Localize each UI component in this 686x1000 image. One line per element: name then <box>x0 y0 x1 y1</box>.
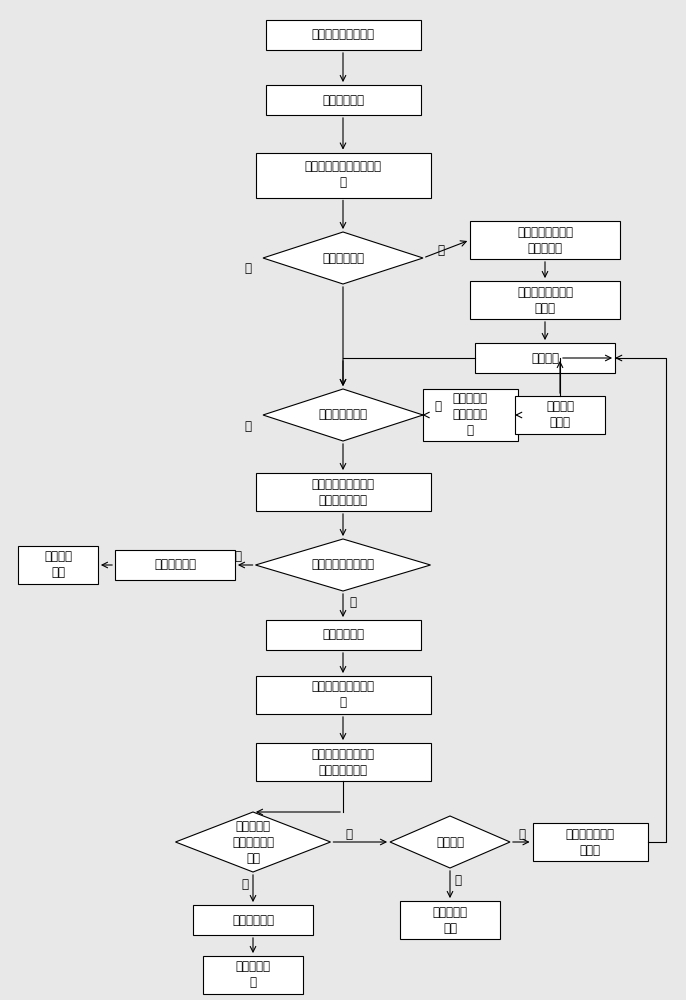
Text: 否: 否 <box>455 874 462 886</box>
Bar <box>515 396 605 434</box>
Bar <box>115 550 235 580</box>
Text: 发出进场警
告: 发出进场警 告 <box>235 960 270 990</box>
Text: 获取劳务计划: 获取劳务计划 <box>322 94 364 106</box>
Text: 停车场异常事件处理: 停车场异常事件处理 <box>311 28 375 41</box>
Bar <box>475 343 615 373</box>
Bar <box>203 956 303 994</box>
Bar <box>193 905 313 935</box>
Polygon shape <box>390 816 510 868</box>
Text: 司机出勤异常: 司机出勤异常 <box>322 251 364 264</box>
Text: 车辆出场前故障: 车辆出场前故障 <box>318 408 368 422</box>
Text: 影响调度的调整出
场策略: 影响调度的调整出 场策略 <box>517 286 573 314</box>
Text: 否: 否 <box>244 261 252 274</box>
Bar <box>532 823 648 861</box>
Text: 车辆加入运营: 车辆加入运营 <box>322 629 364 642</box>
Bar <box>255 152 431 198</box>
Text: 是: 是 <box>434 400 442 414</box>
Text: 发出出场
警告: 发出出场 警告 <box>44 550 72 580</box>
Bar <box>255 473 431 511</box>
Text: 车辆按服务计划出场: 车辆按服务计划出场 <box>311 558 375 572</box>
Polygon shape <box>255 539 431 591</box>
Text: 否: 否 <box>234 550 241 564</box>
Text: 车辆进入停车场
维修站: 车辆进入停车场 维修站 <box>565 828 615 856</box>
Text: 车辆运营中故障或收
班: 车辆运营中故障或收 班 <box>311 680 375 710</box>
Text: 是: 是 <box>349 596 357 609</box>
Text: 通过位置终端位置信
息判断车辆出场: 通过位置终端位置信 息判断车辆出场 <box>311 478 375 506</box>
Text: 是: 是 <box>438 243 445 256</box>
Text: 是: 是 <box>519 828 525 840</box>
Bar <box>265 85 421 115</box>
Text: 抵车调度: 抵车调度 <box>531 352 559 364</box>
Bar <box>470 281 620 319</box>
Text: 车辆出场异常: 车辆出场异常 <box>154 558 196 572</box>
Text: 通过位置终端位置信
息判断车辆进场: 通过位置终端位置信 息判断车辆进场 <box>311 748 375 776</box>
Text: 车辆停到停
车场: 车辆停到停 车场 <box>432 906 467 934</box>
Bar <box>265 620 421 650</box>
Text: 是: 是 <box>345 828 352 840</box>
Text: 车辆故障: 车辆故障 <box>436 836 464 848</box>
Bar <box>470 221 620 259</box>
Bar <box>423 389 517 441</box>
Bar <box>265 20 421 50</box>
Text: 车辆进场异常: 车辆进场异常 <box>232 914 274 926</box>
Bar <box>255 676 431 714</box>
Polygon shape <box>263 232 423 284</box>
Text: 否: 否 <box>241 878 248 890</box>
Bar <box>255 743 431 781</box>
Text: 位置终端接
收到进场调度
指令: 位置终端接 收到进场调度 指令 <box>232 820 274 864</box>
Text: 否: 否 <box>244 420 252 434</box>
Bar <box>400 901 500 939</box>
Text: 车辆出场
前异常: 车辆出场 前异常 <box>546 400 574 430</box>
Text: 司机通过位
置终端报故
障: 司机通过位 置终端报故 障 <box>453 392 488 438</box>
Text: 未及时报到系统短
讯提醒司机: 未及时报到系统短 讯提醒司机 <box>517 226 573 254</box>
Polygon shape <box>176 812 331 872</box>
Bar <box>18 546 98 584</box>
Text: 系统自动判断司机报到异
常: 系统自动判断司机报到异 常 <box>305 160 381 190</box>
Polygon shape <box>263 389 423 441</box>
